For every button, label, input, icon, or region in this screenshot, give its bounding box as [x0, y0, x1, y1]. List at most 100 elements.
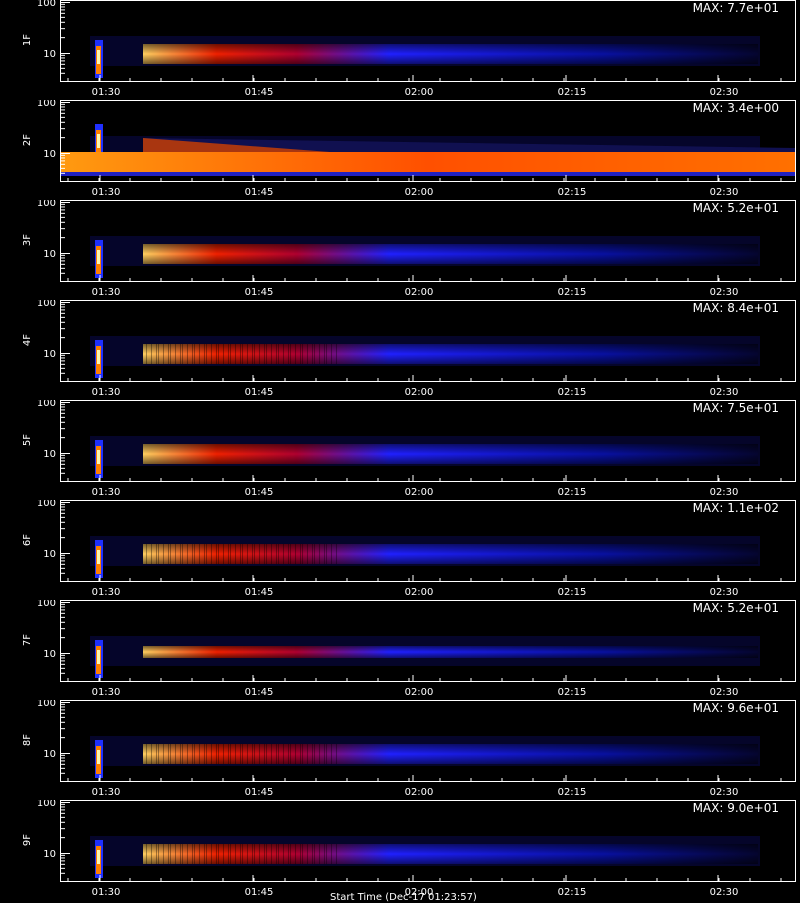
y-tick-label: 100	[37, 400, 56, 409]
x-tick-label: 02:15	[558, 687, 587, 698]
band-striation	[206, 844, 207, 864]
x-tick-label: 02:00	[405, 787, 434, 798]
band-striation	[228, 744, 229, 764]
band-striation	[175, 744, 176, 764]
x-tick-label: 01:30	[92, 687, 121, 698]
band-striation	[146, 544, 147, 564]
spectrogram-panel-6f: 10 100 01:30 01:45 02:00 02:15 02:30 6F MAX: 1.1…	[0, 500, 800, 600]
band-striation	[264, 844, 265, 864]
band-striation	[242, 744, 243, 764]
band-striation	[228, 844, 229, 864]
band-striation	[276, 344, 277, 364]
band-striation	[252, 744, 253, 764]
y-tick-label: 10	[43, 49, 56, 60]
spectrogram-panel-2f: 10 100 01:30 01:45 02:00 02:15 02:30 2F MAX: 3.4…	[0, 100, 800, 200]
x-tick-label: 02:00	[405, 87, 434, 98]
band-striation	[302, 844, 303, 864]
band-striation	[331, 744, 332, 764]
x-tick-label: 02:30	[710, 387, 739, 398]
band-striation	[312, 344, 313, 364]
band-striation	[223, 344, 224, 364]
band-striation	[264, 544, 265, 564]
x-tick-label: 02:30	[710, 287, 739, 298]
band-striation	[259, 344, 260, 364]
band-striation	[300, 344, 301, 364]
band-striation	[300, 844, 301, 864]
band-striation	[228, 544, 229, 564]
panel-label: 8F	[22, 734, 33, 746]
band-striation	[288, 844, 289, 864]
band-striation	[300, 744, 301, 764]
band-striation	[324, 744, 325, 764]
emission-band-shade	[143, 244, 758, 264]
band-striation	[276, 544, 277, 564]
band-striation	[276, 744, 277, 764]
band-striation	[271, 344, 272, 364]
panel-svg: 10 100 01:30 01:45 02:00 02:15 02:30 8F MAX: 9.6…	[22, 700, 796, 798]
max-label: MAX: 7.7e+01	[693, 1, 779, 15]
band-striation	[312, 744, 313, 764]
band-striation	[168, 544, 169, 564]
band-striation	[163, 844, 164, 864]
band-striation	[240, 544, 241, 564]
x-tick-label: 01:45	[245, 487, 274, 498]
band-striation	[319, 344, 320, 364]
band-striation	[288, 544, 289, 564]
band-striation	[235, 844, 236, 864]
x-tick-label: 02:15	[558, 787, 587, 798]
x-tick-label: 02:00	[405, 687, 434, 698]
decay-wedge	[143, 138, 330, 152]
plot-frame	[60, 500, 796, 582]
band-striation	[288, 744, 289, 764]
band-striation	[259, 544, 260, 564]
band-striation	[163, 544, 164, 564]
spectrogram-panel-1f: 10 100 01:30 01:45 02:00 02:15 02:30 1F MAX: 7.7…	[0, 0, 800, 100]
band-striation	[300, 544, 301, 564]
band-striation	[290, 344, 291, 364]
band-striation	[283, 844, 284, 864]
band-striation	[302, 344, 303, 364]
panel-svg: 10 100 01:30 01:45 02:00 02:15 02:30 2F MAX: 3.4…	[22, 100, 796, 198]
band-striation	[211, 344, 212, 364]
early-burst-peak	[97, 250, 100, 264]
x-axis-title: Start Time (Dec-17 01:23:57)	[330, 892, 477, 903]
band-striation	[254, 544, 255, 564]
band-striation	[278, 844, 279, 864]
band-striation	[290, 844, 291, 864]
band-striation	[156, 744, 157, 764]
band-striation	[216, 844, 217, 864]
band-striation	[326, 844, 327, 864]
band-striation	[175, 844, 176, 864]
band-striation	[235, 544, 236, 564]
y-tick-label: 10	[43, 649, 56, 660]
band-striation	[266, 544, 267, 564]
band-striation	[218, 344, 219, 364]
band-striation	[206, 744, 207, 764]
band-striation	[216, 544, 217, 564]
band-striation	[187, 344, 188, 364]
band-striation	[206, 344, 207, 364]
x-tick-label: 01:30	[92, 187, 121, 198]
band-striation	[180, 544, 181, 564]
band-striation	[199, 844, 200, 864]
band-striation	[158, 544, 159, 564]
x-tick-label: 02:15	[558, 287, 587, 298]
band-striation	[235, 344, 236, 364]
y-tick-label: 100	[37, 0, 56, 9]
band-striation	[283, 344, 284, 364]
x-tick-label: 01:30	[92, 287, 121, 298]
spectrogram-panel-3f: 10 100 01:30 01:45 02:00 02:15 02:30 3F MAX: 5.2…	[0, 200, 800, 300]
y-tick-label: 10	[43, 249, 56, 260]
max-label: MAX: 9.6e+01	[693, 701, 779, 715]
band-striation	[288, 344, 289, 364]
early-burst-peak	[97, 650, 100, 664]
band-striation	[230, 544, 231, 564]
y-tick-label: 100	[37, 800, 56, 809]
plot-frame	[60, 600, 796, 682]
max-label: MAX: 9.0e+01	[693, 801, 779, 815]
x-tick-label: 02:15	[558, 487, 587, 498]
persistent-band	[60, 152, 795, 174]
y-tick-label: 100	[37, 700, 56, 709]
panel-label: 2F	[22, 134, 33, 146]
band-striation	[331, 844, 332, 864]
